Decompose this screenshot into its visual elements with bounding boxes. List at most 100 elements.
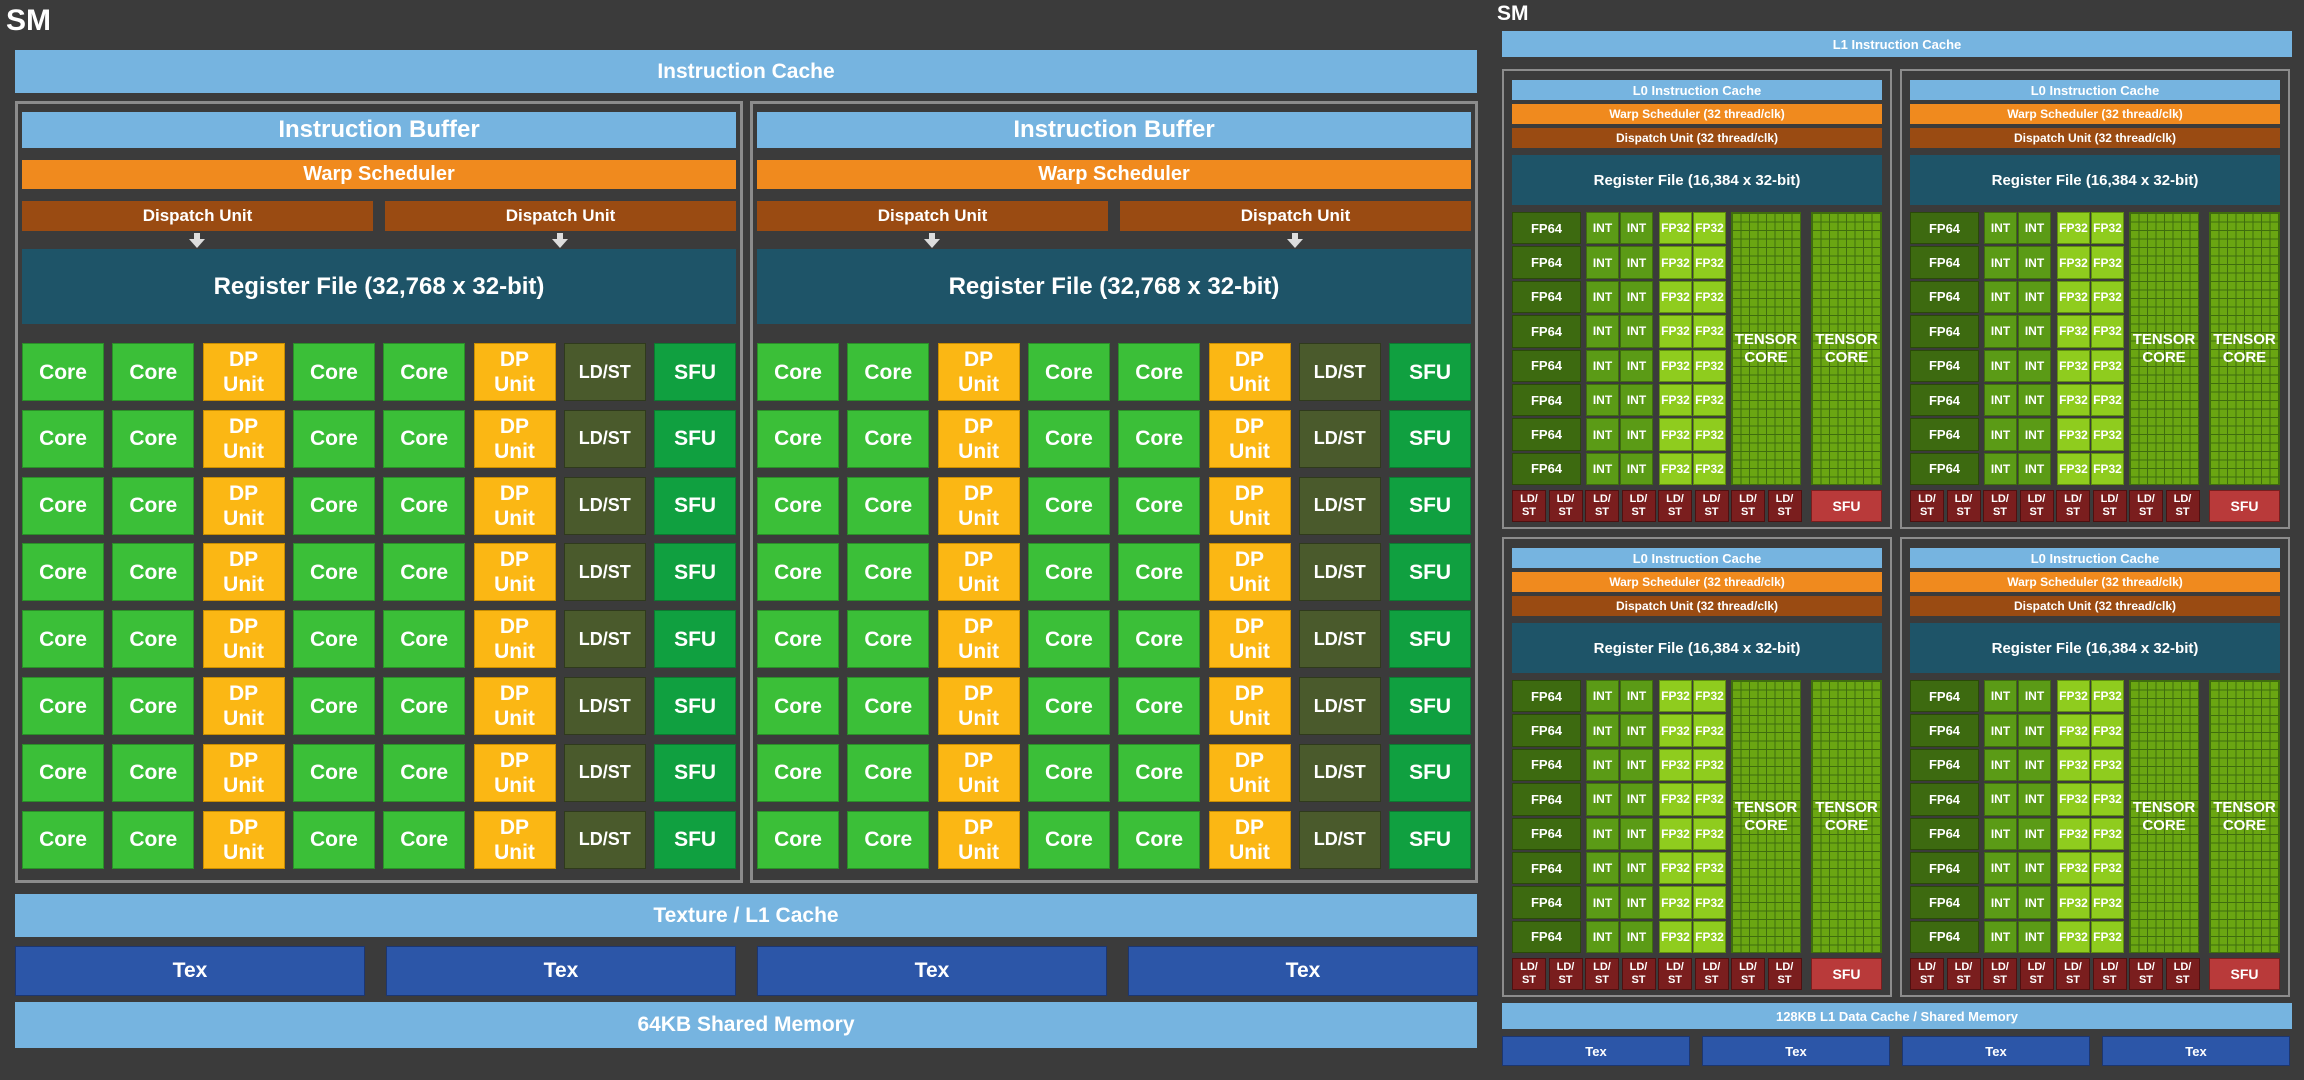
fp32-unit: FP32: [2057, 315, 2090, 348]
int-unit: INT: [1620, 817, 1653, 850]
int-unit: INT: [1586, 452, 1619, 486]
fp64-unit: FP64: [1910, 246, 1979, 279]
fp32-unit: FP32: [2091, 315, 2124, 348]
fp64-unit: FP64: [1512, 783, 1581, 816]
int-unit: INT: [1620, 852, 1653, 885]
int-unit: INT: [2018, 886, 2051, 919]
ld-st: LD/ST: [563, 543, 646, 602]
int-unit: INT: [1586, 817, 1619, 850]
fp32-unit: FP32: [2091, 246, 2124, 279]
dp-unit: DP Unit: [1208, 409, 1291, 468]
core: Core: [1027, 476, 1110, 535]
core: Core: [847, 610, 930, 669]
fp32-unit: FP32: [1659, 452, 1692, 486]
core: Core: [757, 343, 839, 401]
core: Core: [1027, 343, 1110, 401]
tensor-core: TENSOR CORE: [1731, 680, 1801, 954]
fp64-unit: FP64: [1512, 349, 1581, 382]
dp-unit: DP Unit: [473, 409, 556, 468]
fp32-unit: FP32: [2057, 280, 2090, 314]
fp64-unit: FP64: [1512, 418, 1581, 451]
dispatch-unit: Dispatch Unit: [22, 201, 373, 231]
sfu: SFU: [654, 610, 737, 669]
fp32-unit: FP32: [1659, 212, 1692, 245]
fp32-unit: FP32: [1659, 680, 1692, 713]
fp32-unit: FP32: [2057, 783, 2090, 816]
fp32-unit: FP32: [2057, 714, 2090, 747]
core: Core: [1118, 543, 1201, 602]
int-unit: INT: [2018, 212, 2051, 245]
fp64-unit: FP64: [1512, 852, 1581, 885]
l0-instruction-cache: L0 Instruction Cache: [1512, 80, 1882, 100]
core: Core: [22, 409, 104, 468]
int-unit: INT: [1984, 714, 2017, 747]
left-partition-2: [750, 101, 1478, 883]
ld-st: LD/ST: [563, 610, 646, 669]
fp32-unit: FP32: [1659, 714, 1692, 747]
fp64-unit: FP64: [1910, 680, 1979, 713]
warp-scheduler-32: Warp Scheduler (32 thread/clk): [1910, 572, 2280, 592]
sfu: SFU: [654, 543, 737, 602]
ld-st-unit: LD/ST: [1946, 958, 1981, 990]
fp32-unit: FP32: [2057, 212, 2090, 245]
fp32-unit: FP32: [1659, 349, 1692, 382]
ld-st-unit: LD/ST: [2165, 958, 2200, 990]
int-unit: INT: [1984, 817, 2017, 850]
fp32-unit: FP32: [2091, 452, 2124, 486]
core: Core: [1027, 810, 1110, 869]
fp32-unit: FP32: [1693, 315, 1726, 348]
sfu: SFU: [1389, 743, 1472, 802]
left-shared-memory: 64KB Shared Memory: [15, 1002, 1477, 1048]
dispatch-unit: Dispatch Unit: [757, 201, 1108, 231]
dp-unit: DP Unit: [937, 343, 1020, 401]
dp-unit: DP Unit: [202, 543, 285, 602]
sfu: SFU: [654, 677, 737, 735]
ld-st-unit: LD/ST: [1621, 958, 1656, 990]
dispatch-unit-32: Dispatch Unit (32 thread/clk): [1512, 128, 1882, 148]
dp-unit: DP Unit: [473, 543, 556, 602]
ld-st-unit: LD/ST: [1910, 958, 1944, 990]
dp-unit: DP Unit: [473, 810, 556, 869]
core: Core: [1027, 677, 1110, 735]
tensor-core: TENSOR CORE: [1811, 212, 1882, 486]
right-l1-instruction-cache: L1 Instruction Cache: [1502, 31, 2292, 57]
int-unit: INT: [1620, 714, 1653, 747]
register-file-16384: Register File (16,384 x 32-bit): [1512, 623, 1882, 673]
core: Core: [383, 343, 466, 401]
core: Core: [292, 677, 375, 735]
int-unit: INT: [1586, 680, 1619, 713]
sfu: SFU: [1389, 543, 1472, 602]
fp64-unit: FP64: [1512, 315, 1581, 348]
int-unit: INT: [1984, 452, 2017, 486]
ld-st: LD/ST: [1298, 543, 1381, 602]
right-sm-title: SM: [1497, 2, 1529, 25]
core: Core: [1027, 543, 1110, 602]
sfu: SFU: [1389, 409, 1472, 468]
core: Core: [112, 476, 195, 535]
fp32-unit: FP32: [1693, 886, 1726, 919]
left-instruction-cache: Instruction Cache: [15, 50, 1477, 93]
sfu: SFU: [1389, 343, 1472, 401]
core: Core: [112, 343, 195, 401]
tensor-core: TENSOR CORE: [2209, 680, 2280, 954]
fp32-unit: FP32: [1693, 920, 1726, 954]
int-unit: INT: [2018, 384, 2051, 417]
dp-unit: DP Unit: [202, 677, 285, 735]
ld-st: LD/ST: [563, 810, 646, 869]
fp32-unit: FP32: [2091, 783, 2124, 816]
int-unit: INT: [1586, 852, 1619, 885]
fp32-unit: FP32: [1693, 212, 1726, 245]
sfu-unit: SFU: [1811, 958, 1882, 990]
fp32-unit: FP32: [1693, 748, 1726, 782]
fp32-unit: FP32: [2057, 384, 2090, 417]
sfu: SFU: [1389, 810, 1472, 869]
fp32-unit: FP32: [2091, 886, 2124, 919]
ld-st: LD/ST: [563, 743, 646, 802]
ld-st-unit: LD/ST: [1621, 490, 1656, 522]
tensor-core: TENSOR CORE: [2209, 212, 2280, 486]
fp32-unit: FP32: [2057, 452, 2090, 486]
sfu-unit: SFU: [2209, 490, 2280, 522]
core: Core: [1118, 610, 1201, 669]
dispatch-arrow: [1287, 239, 1303, 248]
core: Core: [383, 743, 466, 802]
